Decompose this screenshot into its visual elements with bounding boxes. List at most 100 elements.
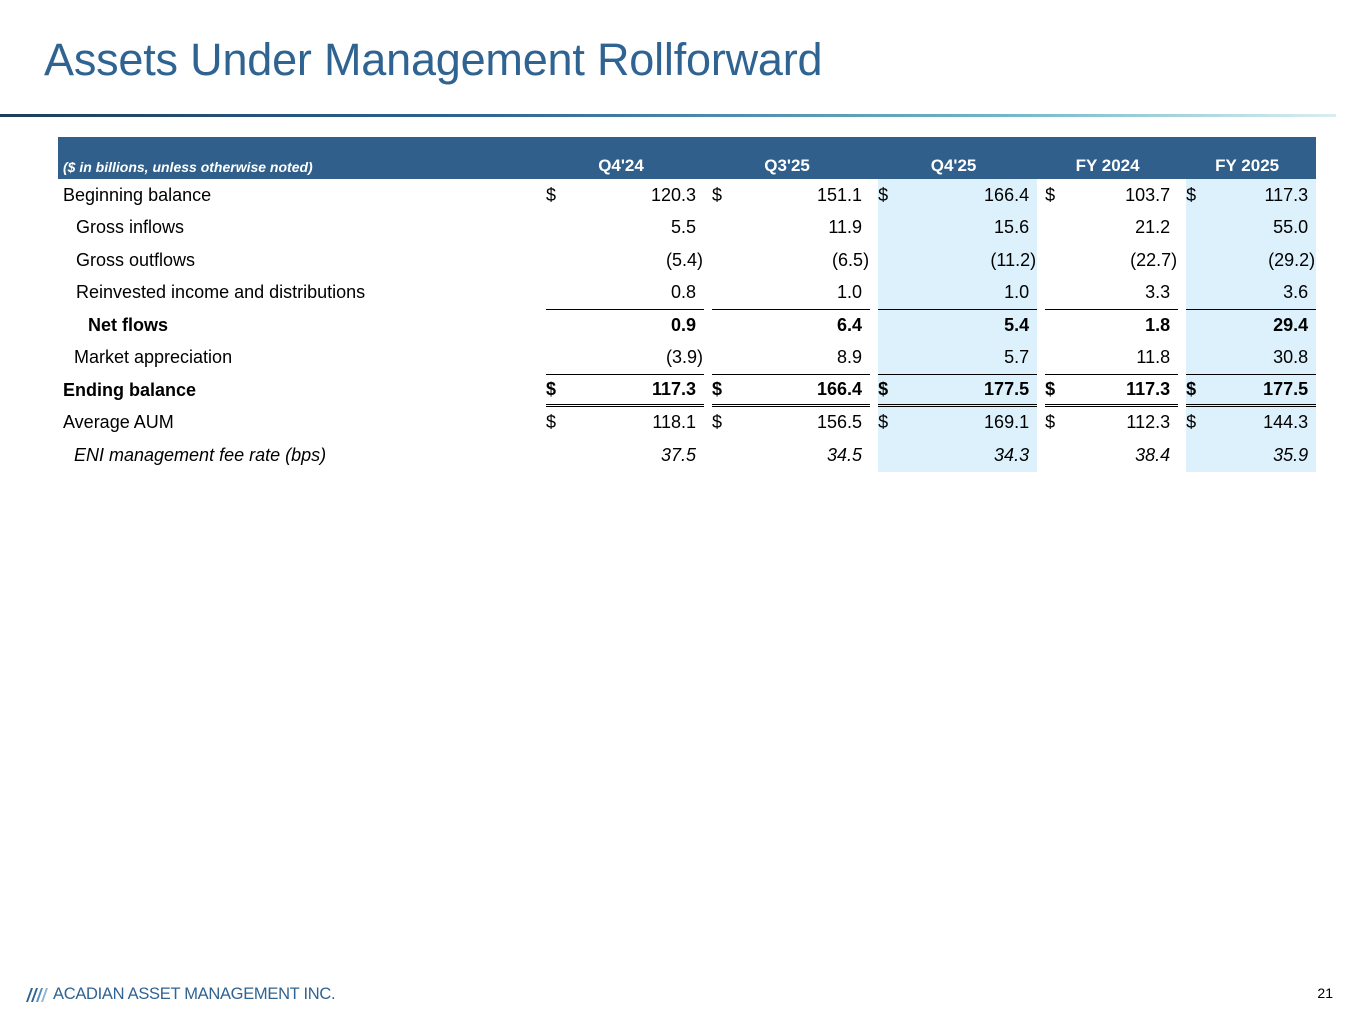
- currency-symbol: $: [712, 184, 723, 205]
- currency-symbol: [546, 309, 564, 342]
- currency-symbol: $: [878, 179, 897, 212]
- table-row: Gross inflows 5.5 11.9 15.6 21.2 55.0: [58, 211, 1317, 245]
- table-cell: 166.4: [896, 179, 1038, 212]
- table-cell: 112.3: [1126, 412, 1171, 433]
- currency-symbol: [1186, 439, 1205, 472]
- column-header: Q4'24: [538, 137, 705, 179]
- cell-spacer: [1178, 309, 1186, 342]
- cell-spacer: [1037, 244, 1045, 277]
- currency-symbol: [1045, 439, 1063, 472]
- cell-spacer: [870, 439, 878, 472]
- table-cell: (3.9): [666, 347, 704, 368]
- table-cell: (22.7): [1130, 249, 1178, 270]
- row-label: Gross outflows: [76, 249, 196, 270]
- currency-symbol: $: [1186, 374, 1205, 407]
- table-cell: 34.3: [896, 439, 1038, 472]
- currency-symbol: $: [1045, 412, 1056, 433]
- currency-symbol: [1045, 244, 1063, 277]
- table-cell: 156.5: [817, 412, 863, 433]
- table-cell: 8.9: [837, 347, 863, 368]
- table-cell: 1.0: [896, 276, 1038, 309]
- cell-spacer: [1178, 212, 1186, 245]
- table-cell: 35.9: [1204, 439, 1317, 472]
- currency-symbol: [546, 244, 564, 277]
- cell-spacer: [1178, 407, 1186, 440]
- currency-symbol: [1186, 276, 1205, 309]
- table-cell: 177.5: [896, 374, 1038, 407]
- table-cell: 0.8: [671, 282, 697, 303]
- table-cell: 15.6: [896, 211, 1038, 244]
- row-label: Gross inflows: [76, 217, 185, 238]
- cell-spacer: [538, 309, 546, 342]
- table-cell: 5.7: [896, 341, 1038, 374]
- table-cell: 169.1: [896, 406, 1038, 439]
- currency-symbol: $: [878, 406, 897, 439]
- cell-spacer: [538, 342, 546, 375]
- table-cell: 38.4: [1135, 444, 1171, 465]
- cell-spacer: [1037, 179, 1045, 212]
- cell-spacer: [1178, 439, 1186, 472]
- currency-symbol: [1186, 309, 1205, 342]
- cell-spacer: [870, 244, 878, 277]
- currency-symbol: [546, 277, 564, 310]
- table-cell: 55.0: [1204, 211, 1317, 244]
- table-cell: 1.8: [1063, 309, 1179, 342]
- currency-symbol: $: [1186, 179, 1205, 212]
- table-cell: 29.4: [1204, 309, 1317, 342]
- table-row: Net flows 0.9 6.4 5.4 1.8 29.4: [58, 309, 1317, 342]
- table-cell: 151.1: [817, 184, 863, 205]
- currency-symbol: [878, 439, 897, 472]
- cell-spacer: [870, 179, 878, 212]
- cell-spacer: [538, 374, 546, 407]
- currency-symbol: [712, 244, 730, 277]
- table-row: Market appreciation (3.9) 8.9 5.7 11.8 30.8: [58, 341, 1317, 375]
- cell-spacer: [704, 277, 712, 310]
- currency-symbol: [1186, 211, 1205, 244]
- currency-symbol: [712, 342, 730, 375]
- table-cell: 3.3: [1145, 282, 1171, 303]
- table-row: Average AUM $118.1 $156.5 $169.1 $112.3 $144.…: [58, 406, 1317, 440]
- row-label: ENI management fee rate (bps): [74, 444, 327, 465]
- cell-spacer: [538, 212, 546, 245]
- cell-spacer: [870, 309, 878, 342]
- cell-spacer: [1178, 244, 1186, 277]
- currency-symbol: [712, 309, 731, 342]
- cell-spacer: [1037, 212, 1045, 245]
- table-cell: 117.3: [1204, 179, 1317, 212]
- slide-title: Assets Under Management Rollforward: [44, 34, 823, 85]
- cell-spacer: [704, 244, 712, 277]
- currency-symbol: [712, 212, 730, 245]
- table-cell: 37.5: [660, 444, 697, 465]
- company-name: ACADIAN ASSET MANAGEMENT INC.: [53, 985, 336, 1003]
- table-cell: 34.5: [827, 444, 863, 465]
- currency-symbol: $: [1045, 374, 1064, 407]
- currency-symbol: $: [1045, 184, 1056, 205]
- currency-symbol: [712, 439, 730, 472]
- units-note: ($ in billions, unless otherwise noted): [58, 137, 538, 179]
- currency-symbol: [878, 211, 897, 244]
- acadian-logo-icon: [26, 987, 48, 1002]
- currency-symbol: $: [546, 184, 557, 205]
- row-label: Average AUM: [63, 412, 174, 433]
- cell-spacer: [704, 407, 712, 440]
- column-header: Q4'25: [870, 137, 1038, 179]
- row-label: Ending balance: [63, 379, 197, 400]
- row-label: Net flows: [88, 314, 169, 335]
- currency-symbol: [1186, 341, 1205, 374]
- table-cell: 166.4: [730, 374, 871, 407]
- table-row: ENI management fee rate (bps) 37.5 34.5 34.…: [58, 439, 1317, 472]
- title-divider: [0, 114, 1336, 117]
- cell-spacer: [870, 407, 878, 440]
- cell-spacer: [870, 374, 878, 407]
- cell-spacer: [1178, 342, 1186, 375]
- table-cell: 11.9: [828, 217, 863, 238]
- table-cell: (6.5): [832, 249, 870, 270]
- table-cell: 21.2: [1135, 217, 1171, 238]
- cell-spacer: [1037, 374, 1045, 407]
- cell-spacer: [538, 244, 546, 277]
- table-body: Beginning balance $120.3 $151.1 $166.4 $103.…: [58, 179, 1317, 472]
- cell-spacer: [704, 342, 712, 375]
- column-header: FY 2025: [1178, 137, 1317, 179]
- cell-spacer: [1037, 439, 1045, 472]
- cell-spacer: [538, 179, 546, 212]
